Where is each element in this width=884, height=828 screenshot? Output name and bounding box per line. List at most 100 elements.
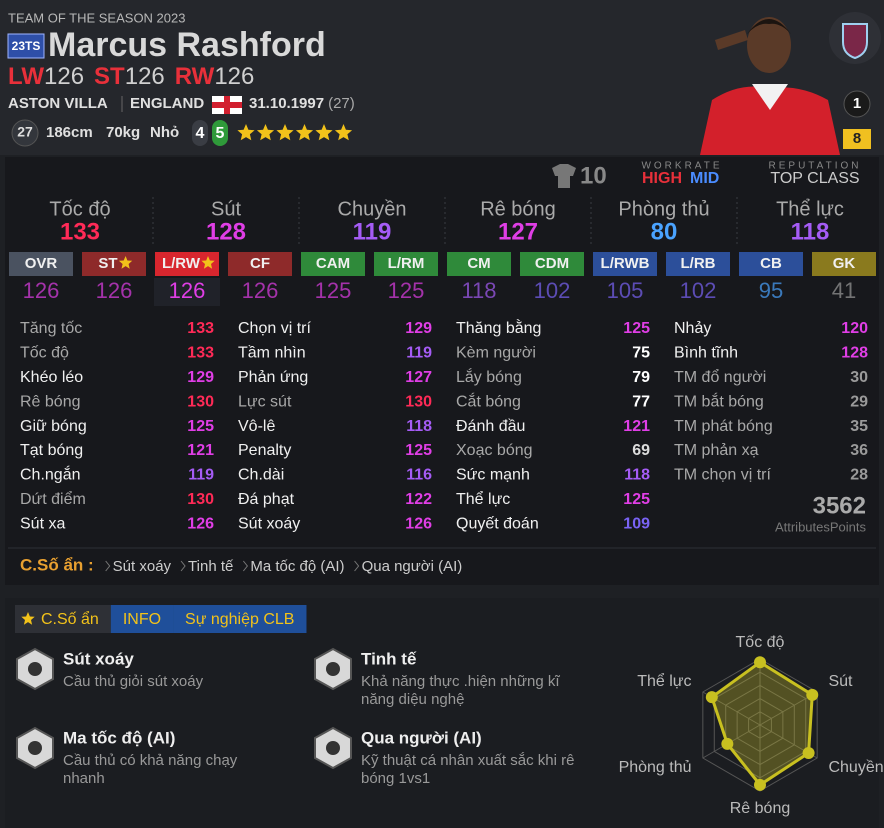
position-box xyxy=(593,252,657,276)
workrate-label: WORKRATE xyxy=(641,161,722,172)
position-box xyxy=(447,252,511,276)
position-box xyxy=(301,252,365,276)
position-star xyxy=(118,256,133,269)
position-value: 41 xyxy=(832,278,856,303)
attribute-value: 35 xyxy=(850,418,868,435)
radar-label: Rê bóng xyxy=(730,800,791,817)
attribute-name: Giữ bóng xyxy=(20,418,87,435)
bullet xyxy=(354,560,360,572)
workrate-attack: HIGH xyxy=(642,170,682,187)
attribute-name: Kèm người xyxy=(456,345,536,362)
attribute-name: Dứt điểm xyxy=(20,490,86,508)
nation: ENGLAND xyxy=(130,95,204,112)
attribute-name: Tầm nhìn xyxy=(238,345,306,362)
attribute-name: TM phản xạ xyxy=(674,442,759,459)
body-type: Nhỏ xyxy=(150,124,179,141)
position-value: 102 xyxy=(534,278,571,303)
position-box xyxy=(666,252,730,276)
weak-foot-bg xyxy=(192,120,208,146)
attribute-value: 119 xyxy=(188,467,214,484)
trait-title: Sút xoáy xyxy=(63,649,134,668)
attribute-name: Vô-lê xyxy=(238,418,275,435)
bullet xyxy=(105,560,111,572)
attribute-name: Sút xa xyxy=(20,515,65,532)
position-value: 118 xyxy=(461,278,496,303)
attribute-value: 128 xyxy=(841,345,868,362)
position-rating: RW126 xyxy=(175,63,255,90)
summary-name: Phòng thủ xyxy=(618,198,709,220)
attribute-value: 125 xyxy=(623,491,650,508)
attribute-value: 125 xyxy=(405,442,432,459)
tab[interactable]: C.Số ẩn xyxy=(15,605,111,633)
attribute-value: 133 xyxy=(187,320,214,337)
level: 27 xyxy=(17,124,33,140)
player-photo xyxy=(700,17,840,155)
position-box xyxy=(812,252,876,276)
attribute-name: Ch.ngắn xyxy=(20,465,81,484)
position-value: 105 xyxy=(607,278,644,303)
attribute-name: Ch.dài xyxy=(238,467,284,484)
tab[interactable]: INFO xyxy=(110,605,174,633)
position-box xyxy=(228,252,292,276)
attribute-value: 121 xyxy=(623,418,650,435)
trait-desc: năng diệu nghệ xyxy=(361,691,464,708)
position-label: OVR xyxy=(25,255,58,272)
position-selected xyxy=(154,278,220,306)
stats-panel xyxy=(5,157,879,585)
trait-title: Qua người (AI) xyxy=(361,728,482,747)
position-ovr: 126 xyxy=(125,63,165,90)
star xyxy=(334,124,353,141)
radar-point xyxy=(806,688,819,701)
attribute-name: Lắy bóng xyxy=(456,367,522,386)
attribute-name: Thể lực xyxy=(456,490,510,508)
attribute-value: 125 xyxy=(187,418,214,435)
team-rank-bg xyxy=(843,90,871,118)
reputation-label: REPUTATION xyxy=(769,161,862,172)
attribute-name: Phản ứng xyxy=(238,369,308,386)
position-ovr: 126 xyxy=(214,63,254,90)
summary-name: Tốc độ xyxy=(49,198,110,220)
position-label: CM xyxy=(467,255,490,272)
badge-bg xyxy=(7,33,45,59)
position-value: 125 xyxy=(315,278,352,303)
position-label: CB xyxy=(760,255,782,272)
attribute-value: 29 xyxy=(850,393,868,410)
trait-desc: bóng 1vs1 xyxy=(361,770,430,787)
attribute-value: 116 xyxy=(406,467,432,484)
player-name: Marcus Rashford xyxy=(48,26,326,64)
attribute-name: TM đổ người xyxy=(674,368,766,386)
attribute-value: 130 xyxy=(187,491,214,508)
hidden-label: C.Số ẩn : xyxy=(20,555,94,574)
trait-icon-mark xyxy=(28,662,42,676)
season: TEAM OF THE SEASON 2023 xyxy=(8,10,185,25)
dob-date: 31.10.1997 xyxy=(249,95,324,112)
position-value: 126 xyxy=(23,278,60,303)
age: (27) xyxy=(328,95,355,112)
attribute-value: 126 xyxy=(187,515,214,532)
position-label: L/RM xyxy=(388,255,425,272)
attribute-name: Rê bóng xyxy=(20,393,81,410)
summary-value: 127 xyxy=(498,218,538,245)
radar-label: Thể lực xyxy=(637,672,691,690)
star xyxy=(276,124,294,141)
radar-point xyxy=(721,737,734,750)
summary-value: 119 xyxy=(353,218,392,245)
position-value: 102 xyxy=(680,278,717,303)
attribute-value: 133 xyxy=(187,345,214,362)
summary-name: Thể lực xyxy=(776,198,844,220)
summary-value: 133 xyxy=(60,218,100,245)
summary-name: Sút xyxy=(211,198,241,220)
attribute-value: 118 xyxy=(624,467,650,484)
attribute-name: Sức mạnh xyxy=(456,467,530,484)
position-box xyxy=(9,252,73,276)
attribute-name: TM bắt bóng xyxy=(674,391,764,410)
bullet xyxy=(180,560,186,572)
attribute-value: 77 xyxy=(632,393,650,410)
tab[interactable]: Sự nghiệp CLB xyxy=(173,605,307,633)
attribute-value: 122 xyxy=(405,491,432,508)
trait-desc: Cầu thủ giỏi sút xoáy xyxy=(63,673,204,690)
trait-desc: nhanh xyxy=(63,770,105,787)
position: RW xyxy=(175,63,215,90)
star xyxy=(256,124,275,141)
